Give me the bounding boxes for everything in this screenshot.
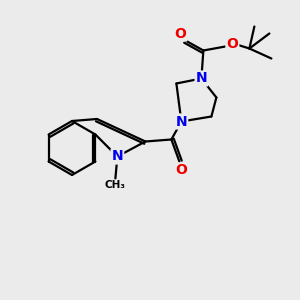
Text: O: O xyxy=(176,164,187,178)
Text: CH₃: CH₃ xyxy=(105,181,126,190)
Text: O: O xyxy=(226,37,238,50)
Text: O: O xyxy=(174,26,186,40)
Text: N: N xyxy=(112,149,123,164)
Text: N: N xyxy=(196,71,207,85)
Text: N: N xyxy=(176,115,187,128)
